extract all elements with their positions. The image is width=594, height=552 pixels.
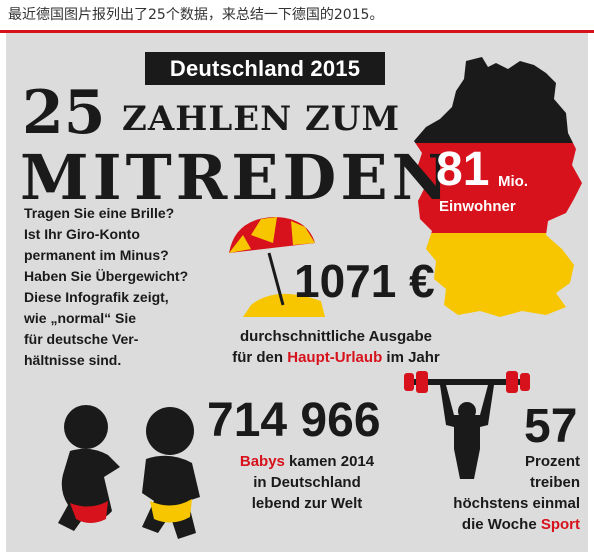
beach-umbrella-icon [229, 217, 325, 317]
germany-map-icon [414, 57, 582, 317]
sport-description: Prozent treiben höchstens einmal die Woc… [400, 451, 580, 535]
sport-line-3: höchstens einmal [453, 495, 580, 512]
caption-divider [0, 30, 594, 33]
intro-line: permanent im Minus? [24, 247, 169, 263]
intro-line: für deutsche Ver- [24, 331, 139, 347]
intro-line: Tragen Sie eine Brille? [24, 205, 175, 221]
babies-description: Babys kamen 2014 in Deutschland lebend z… [232, 451, 382, 514]
intro-line: hältnisse sind. [24, 352, 122, 368]
title-line-2: MITREDEN [20, 141, 453, 214]
babies-line-1: Babys kamen 2014 [239, 453, 375, 470]
babies-line-2: in Deutschland [253, 474, 361, 491]
vacation-description: durchschnittliche Ausgabe für den Haupt-… [186, 326, 486, 368]
babies-line-3: lebend zur Welt [251, 495, 363, 512]
babies-highlight: Babys [239, 453, 285, 470]
title-line-1: ZAHLEN ZUM [122, 99, 401, 139]
year-badge: Deutschland 2015 [145, 52, 385, 85]
sport-line-1: Prozent [524, 453, 580, 470]
intro-line: wie „normal“ Sie [24, 310, 137, 326]
vacation-line-1: durchschnittliche Ausgabe [240, 328, 432, 345]
sport-highlight: Sport [540, 516, 580, 533]
population-label: Einwohner [439, 198, 516, 215]
infographic-panel: Deutschland 2015 25 ZAHLEN ZUM MITREDEN … [6, 33, 588, 552]
intro-line: Ist Ihr Giro-Konto [24, 226, 140, 242]
intro-line: Diese Infografik zeigt, [24, 289, 169, 305]
babies-value: 714 966 [207, 394, 381, 447]
intro-text: Tragen Sie eine Brille? Ist Ihr Giro-Kon… [24, 203, 224, 371]
vacation-line-2: für den Haupt-Urlaub im Jahr [232, 349, 440, 366]
population-unit: Mio. [498, 173, 528, 190]
vacation-highlight: Haupt-Urlaub [287, 349, 383, 366]
babies-icon [58, 405, 200, 539]
vacation-value: 1071 € [294, 255, 435, 307]
sport-line-4: die Woche Sport [461, 516, 580, 533]
population-value: 81 [436, 143, 490, 196]
weightlifter-icon [404, 371, 530, 479]
title-number: 25 [22, 78, 106, 148]
sport-value: 57 [524, 400, 578, 453]
intro-line: Haben Sie Übergewicht? [24, 268, 189, 284]
page-caption: 最近德国图片报列出了25个数据，来总结一下德国的2015。 [8, 7, 384, 23]
sport-line-2: treiben [529, 474, 580, 491]
